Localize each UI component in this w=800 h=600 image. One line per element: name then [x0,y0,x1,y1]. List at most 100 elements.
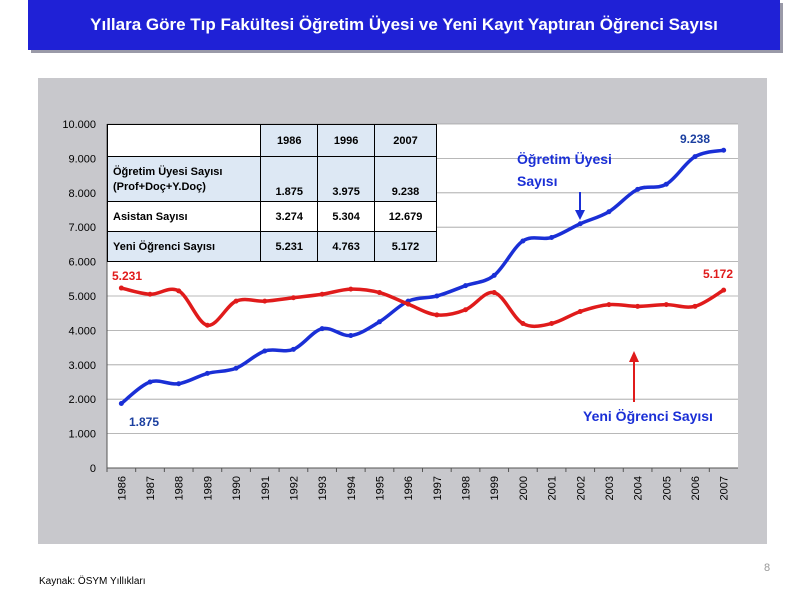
data-point [549,321,555,327]
table-cell: 3.975 [317,156,376,202]
x-tick-label: 1990 [231,476,243,500]
y-tick-label: 6.000 [68,257,96,269]
data-point [692,303,698,309]
y-tick-label: 1.000 [68,429,96,441]
x-tick-label: 2003 [604,476,616,500]
y-tick-label: 5.000 [68,291,96,303]
data-point [376,290,382,296]
x-tick-label: 2006 [690,476,702,500]
data-point [290,295,296,301]
table-header-cell [106,124,262,157]
data-point [577,308,583,314]
data-point [692,154,698,160]
x-tick-label: 1997 [432,476,444,500]
x-tick-label: 1998 [461,476,473,500]
table-cell: 5.231 [260,231,319,262]
table-header-cell: 1996 [317,124,376,157]
data-point [290,346,296,352]
x-tick-label: 2000 [518,476,530,500]
data-point [434,312,440,318]
series-lines [118,147,727,406]
data-point [463,307,469,313]
table-cell: 4.763 [317,231,376,262]
x-tick-label: 1992 [288,476,300,500]
data-point [635,186,641,192]
x-tick-label: 1993 [317,476,329,500]
table-cell: 3.274 [260,201,319,232]
y-tick-label: 4.000 [68,325,96,337]
x-tick-label: 1995 [374,476,386,500]
table-header-row: 1986 1996 2007 [106,124,437,157]
blue-series-label-line2: Sayısı [517,173,557,189]
y-axis-ticks: 0 1.000 2.000 3.000 4.000 5.000 6.000 7.000 8.00… [62,119,96,475]
y-tick-label: 8.000 [68,188,96,200]
table-cell: 5.304 [317,201,376,232]
data-point [434,293,440,299]
blue-end-label: 9.238 [680,132,710,146]
x-tick-label: 1989 [202,476,214,500]
x-tick-label: 2007 [719,476,731,500]
x-axis-ticks: 1986 1987 1988 1989 1990 1991 1992 1993 1994 1995… [106,468,731,500]
table-row: Yeni Öğrenci Sayısı 5.231 4.763 5.172 [106,231,437,262]
slide-title-text: Yıllara Göre Tıp Fakültesi Öğretim Üyesi… [90,15,718,34]
data-point [348,286,354,292]
table-header-cell: 2007 [374,124,437,157]
y-tick-label: 3.000 [68,360,96,372]
x-tick-label: 2004 [633,476,645,500]
data-point [663,302,669,308]
table-row-label-line1: Öğretim Üyesi Sayısı [113,165,223,178]
x-tick-label: 1991 [260,476,272,500]
data-point [176,288,182,294]
x-tick-label: 2001 [547,476,559,500]
data-point [176,381,182,387]
y-tick-label: 2.000 [68,394,96,406]
data-point [606,209,612,215]
blue-arrow-head [575,210,585,220]
x-tick-label: 2002 [575,476,587,500]
data-point [635,303,641,309]
red-series-label: Yeni Öğrenci Sayısı [583,408,713,424]
source-note: Kaynak: ÖSYM Yıllıkları [39,576,146,587]
red-end-label: 5.172 [703,267,733,281]
x-tick-label: 1999 [489,476,501,500]
data-point [147,291,153,297]
data-point [405,301,411,307]
page-number: 8 [764,562,771,574]
x-tick-label: 2005 [661,476,673,500]
annotations: 1.875 9.238 5.231 5.172 Öğretim Üyesi Sa… [112,132,733,429]
data-point [491,290,497,296]
data-point [319,291,325,297]
data-point [204,370,210,376]
table-row-label-line2: (Prof+Doç+Y.Doç) [113,180,206,193]
table-cell: 1.875 [260,156,319,202]
table-header-cell: 1986 [260,124,319,157]
table-row-label: Asistan Sayısı [106,201,262,232]
data-point [721,147,727,153]
data-point [663,181,669,187]
y-tick-label: 7.000 [68,222,96,234]
data-point [118,401,124,406]
table-row: Öğretim Üyesi Sayısı (Prof+Doç+Y.Doç) 1.… [106,156,437,202]
x-tick-label: 1988 [174,476,186,500]
table-cell: 5.172 [374,231,437,262]
red-start-label: 5.231 [112,269,142,283]
data-point [721,287,727,293]
data-point [606,302,612,308]
data-point [463,283,469,289]
series-line-ogretim-uyesi [119,148,726,406]
blue-start-label: 1.875 [129,415,159,429]
x-tick-label: 1996 [403,476,415,500]
x-tick-label: 1986 [116,476,128,500]
table-row: Asistan Sayısı 3.274 5.304 12.679 [106,201,437,232]
data-point [520,321,526,327]
data-point [549,235,555,241]
y-tick-label: 9.000 [68,153,96,165]
slide-title: Yıllara Göre Tıp Fakültesi Öğretim Üyesi… [28,0,780,50]
table-cell: 12.679 [374,201,437,232]
x-tick-label: 1994 [346,476,358,500]
blue-series-label-line1: Öğretim Üyesi [517,151,612,167]
data-point [204,322,210,328]
y-tick-label: 0 [90,463,96,475]
data-point [118,285,124,291]
